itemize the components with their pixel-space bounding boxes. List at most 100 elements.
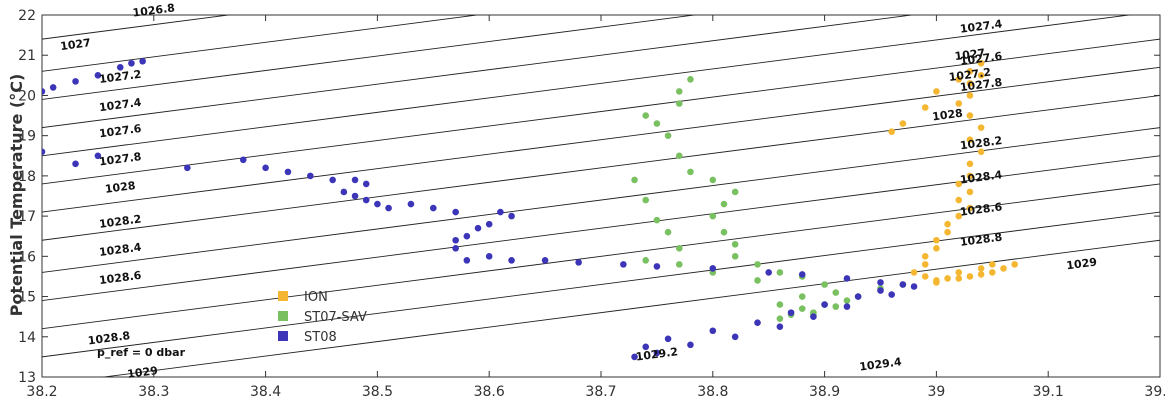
data-point xyxy=(754,319,761,327)
isopycnal-label: 1029.2 xyxy=(635,345,679,363)
svg-text:p_ref = 0 dbar: p_ref = 0 dbar xyxy=(97,346,186,359)
data-point xyxy=(888,291,895,298)
data-point xyxy=(977,72,985,79)
data-point xyxy=(921,273,929,280)
data-point xyxy=(798,305,806,312)
data-point xyxy=(765,269,772,276)
data-point xyxy=(966,80,974,87)
data-point xyxy=(620,261,627,268)
data-point xyxy=(463,232,471,240)
data-point xyxy=(966,160,974,168)
data-point xyxy=(910,269,918,276)
data-point xyxy=(262,164,269,172)
data-point xyxy=(116,63,124,71)
x-tick-label: 38.9 xyxy=(809,384,840,400)
data-point xyxy=(821,301,828,308)
isopycnal-line xyxy=(42,127,1160,273)
x-tick-label: 38.2 xyxy=(26,384,57,400)
data-point xyxy=(821,281,828,288)
isopycnal-line xyxy=(42,155,1160,302)
isopycnal-line xyxy=(42,66,1160,213)
data-point xyxy=(452,208,459,216)
isopycnal-label: 1028.8 xyxy=(87,329,131,347)
data-points xyxy=(42,57,1018,361)
data-point xyxy=(284,168,292,176)
data-point xyxy=(653,263,661,270)
data-point xyxy=(362,196,370,204)
data-point xyxy=(921,104,929,111)
data-point xyxy=(675,152,683,160)
data-point xyxy=(977,265,985,272)
data-point xyxy=(351,176,359,184)
data-point xyxy=(798,293,806,300)
data-point xyxy=(139,57,146,65)
isopycnal-label: 1029.4 xyxy=(859,355,903,373)
data-point xyxy=(944,275,951,282)
data-point xyxy=(653,120,661,127)
data-point xyxy=(1011,261,1018,268)
y-tick-label: 20 xyxy=(18,88,36,104)
data-point xyxy=(631,353,638,361)
data-point xyxy=(921,253,929,260)
isopycnal-line xyxy=(42,94,1160,241)
data-point xyxy=(184,164,191,172)
data-point xyxy=(452,244,459,252)
data-point xyxy=(989,269,996,276)
isopycnal-label: 1027.8 xyxy=(98,150,142,168)
isopycnal-line xyxy=(42,15,481,72)
data-point xyxy=(966,112,974,119)
data-point xyxy=(720,200,728,208)
data-point xyxy=(675,261,683,268)
isopycnal-line xyxy=(42,183,1160,330)
data-point xyxy=(374,200,381,208)
data-point xyxy=(966,172,974,180)
data-point xyxy=(966,92,974,99)
data-point xyxy=(787,309,795,316)
data-point xyxy=(944,228,951,236)
data-point xyxy=(966,204,974,212)
x-tick-label: 38.8 xyxy=(697,384,728,400)
y-tick-label: 14 xyxy=(18,330,36,346)
data-point xyxy=(362,180,370,188)
y-tick-label: 19 xyxy=(18,129,36,145)
x-tick-label: 39.1 xyxy=(1033,384,1064,400)
data-point xyxy=(720,228,728,236)
data-point xyxy=(452,236,459,244)
data-point xyxy=(94,72,102,79)
data-point xyxy=(832,289,840,296)
legend-marker xyxy=(278,331,288,341)
data-point xyxy=(966,188,974,196)
isopycnal-line xyxy=(42,211,1160,358)
legend-label: ST08 xyxy=(304,330,337,345)
data-point xyxy=(854,293,862,300)
data-point xyxy=(899,120,907,127)
x-tick-label: 38.7 xyxy=(585,384,616,400)
isopycnal-label: 1028.4 xyxy=(959,168,1003,186)
data-point xyxy=(877,287,884,294)
data-point xyxy=(776,315,784,322)
data-point xyxy=(385,204,392,212)
y-tick-label: 16 xyxy=(18,249,36,265)
legend-marker xyxy=(278,311,288,321)
data-point xyxy=(407,200,415,208)
isopycnal-label: 1027.4 xyxy=(98,96,142,114)
data-point xyxy=(687,168,694,176)
data-point xyxy=(664,132,672,139)
data-point xyxy=(731,188,739,196)
x-tick-label: 38.6 xyxy=(474,384,505,400)
x-tick-label: 39 xyxy=(927,384,945,400)
isopycnal-label: 1028 xyxy=(104,179,136,196)
data-point xyxy=(508,257,515,264)
data-point xyxy=(642,257,650,264)
isopycnal-label: 1028 xyxy=(931,107,963,124)
isopycnal-line xyxy=(42,15,698,100)
data-point xyxy=(877,279,884,286)
isopycnal-label: 1027.6 xyxy=(959,50,1003,68)
data-point xyxy=(631,176,638,184)
data-point xyxy=(642,112,650,119)
data-point xyxy=(675,100,683,107)
data-point xyxy=(888,128,895,135)
data-point xyxy=(329,176,336,184)
data-point xyxy=(754,261,761,268)
